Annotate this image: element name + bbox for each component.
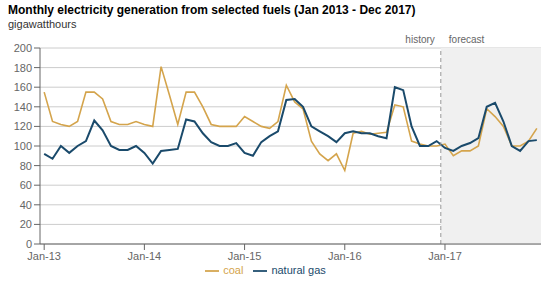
svg-text:100: 100 (14, 140, 32, 152)
svg-text:Jan-13: Jan-13 (27, 250, 61, 262)
svg-text:Jan-15: Jan-15 (228, 250, 262, 262)
svg-text:60: 60 (20, 179, 32, 191)
svg-text:160: 160 (14, 81, 32, 93)
svg-text:140: 140 (14, 101, 32, 113)
html-text:coal: coal (223, 264, 244, 276)
svg-text:200: 200 (14, 42, 32, 54)
html-text:Monthly electricity generation: Monthly electricity generation from sele… (8, 3, 416, 17)
svg-text:Jan-17: Jan-17 (428, 250, 462, 262)
svg-text:Jan-14: Jan-14 (128, 250, 162, 262)
svg-text:40: 40 (20, 199, 32, 211)
svg-text:120: 120 (14, 120, 32, 132)
svg-text:forecast: forecast (449, 34, 485, 45)
svg-text:180: 180 (14, 62, 32, 74)
html-text:gigawatthours: gigawatthours (8, 18, 77, 30)
svg-text:0: 0 (26, 238, 32, 250)
html-text:natural gas: natural gas (271, 264, 326, 276)
svg-text:history: history (405, 34, 434, 45)
svg-text:20: 20 (20, 218, 32, 230)
svg-text:Jan-16: Jan-16 (328, 250, 362, 262)
svg-text:80: 80 (20, 160, 32, 172)
